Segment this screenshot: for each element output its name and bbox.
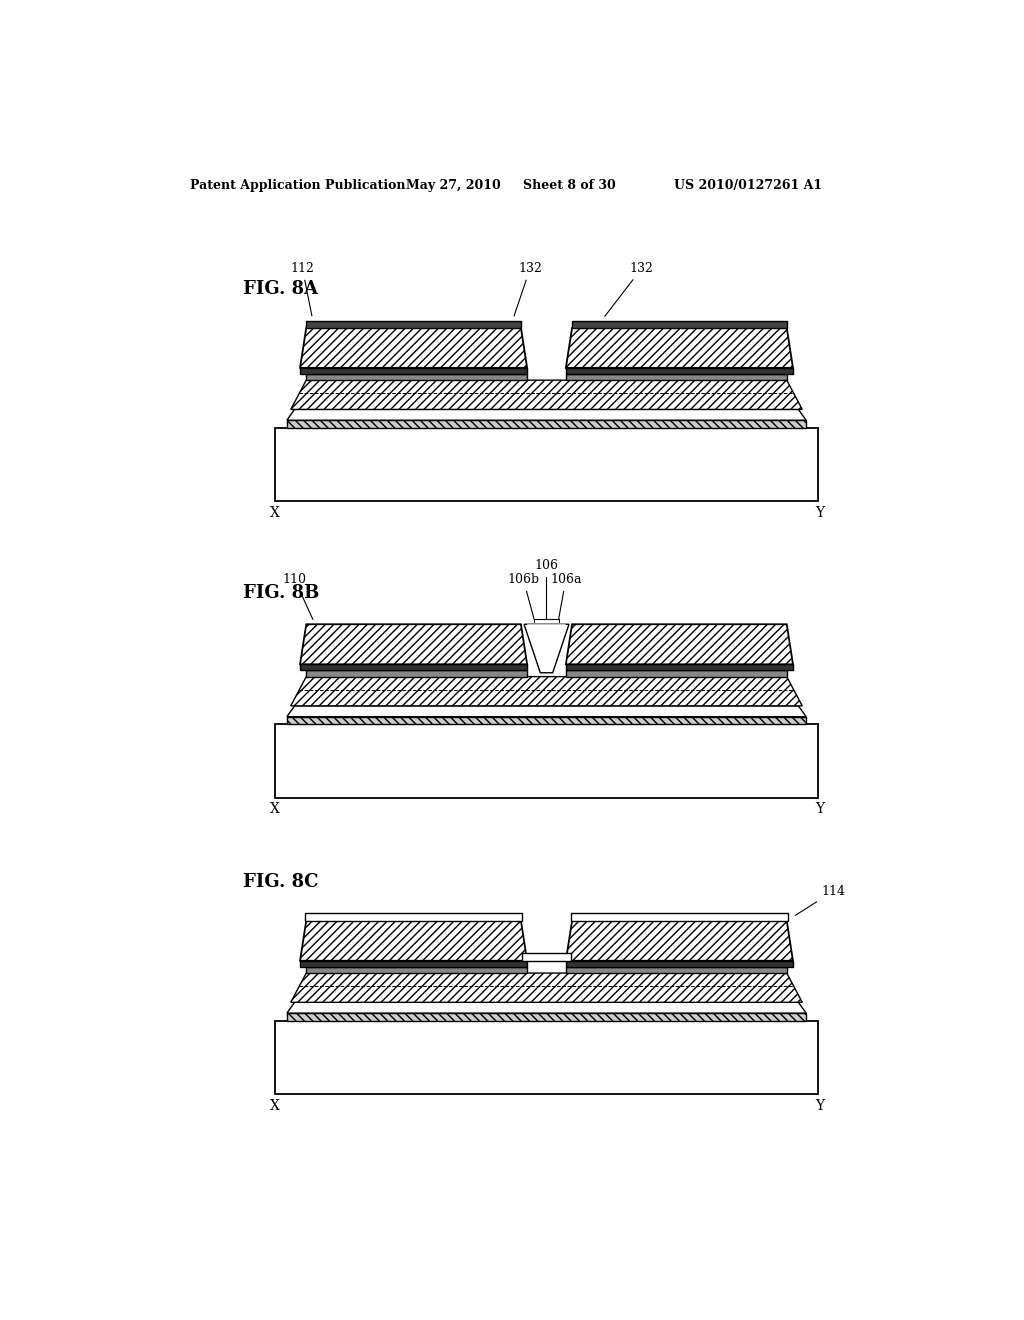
Polygon shape bbox=[300, 961, 527, 966]
Polygon shape bbox=[300, 327, 527, 368]
Polygon shape bbox=[287, 409, 806, 420]
Polygon shape bbox=[275, 725, 818, 797]
Polygon shape bbox=[524, 624, 569, 673]
Text: X: X bbox=[270, 506, 281, 520]
Text: 132: 132 bbox=[605, 261, 653, 317]
Text: 110: 110 bbox=[283, 573, 313, 619]
Polygon shape bbox=[287, 1002, 806, 1014]
Polygon shape bbox=[306, 671, 527, 677]
Text: Sheet 8 of 30: Sheet 8 of 30 bbox=[523, 178, 616, 191]
Polygon shape bbox=[566, 966, 786, 973]
Polygon shape bbox=[291, 973, 802, 1002]
Polygon shape bbox=[522, 953, 570, 961]
Text: 106: 106 bbox=[534, 558, 559, 622]
Text: FIG. 8A: FIG. 8A bbox=[243, 280, 317, 298]
Text: X: X bbox=[270, 1098, 281, 1113]
Text: 114: 114 bbox=[796, 884, 846, 915]
Text: 132: 132 bbox=[514, 261, 542, 315]
Polygon shape bbox=[566, 664, 793, 671]
Text: US 2010/0127261 A1: US 2010/0127261 A1 bbox=[674, 178, 822, 191]
Polygon shape bbox=[566, 327, 793, 368]
Polygon shape bbox=[306, 321, 521, 327]
Text: 112: 112 bbox=[291, 261, 314, 315]
Polygon shape bbox=[570, 913, 788, 921]
Polygon shape bbox=[275, 1020, 818, 1094]
Polygon shape bbox=[300, 624, 527, 664]
Polygon shape bbox=[306, 966, 527, 973]
Text: Y: Y bbox=[815, 506, 824, 520]
Polygon shape bbox=[287, 1014, 806, 1020]
Text: FIG. 8B: FIG. 8B bbox=[243, 585, 319, 602]
Text: X: X bbox=[270, 803, 281, 816]
Text: Y: Y bbox=[815, 1098, 824, 1113]
Polygon shape bbox=[572, 321, 786, 327]
Polygon shape bbox=[566, 961, 793, 966]
Polygon shape bbox=[300, 664, 527, 671]
Polygon shape bbox=[566, 624, 793, 664]
Polygon shape bbox=[566, 368, 793, 374]
Text: 106b: 106b bbox=[507, 573, 540, 619]
Polygon shape bbox=[291, 380, 802, 409]
Text: 106a: 106a bbox=[550, 573, 582, 619]
Polygon shape bbox=[300, 368, 527, 374]
Polygon shape bbox=[566, 671, 786, 677]
Polygon shape bbox=[291, 677, 802, 706]
Polygon shape bbox=[275, 428, 818, 502]
Text: Y: Y bbox=[815, 803, 824, 816]
Polygon shape bbox=[300, 921, 527, 961]
Polygon shape bbox=[306, 374, 527, 380]
Text: May 27, 2010: May 27, 2010 bbox=[407, 178, 501, 191]
Polygon shape bbox=[566, 374, 786, 380]
Polygon shape bbox=[566, 921, 793, 961]
Text: FIG. 8C: FIG. 8C bbox=[243, 874, 318, 891]
Polygon shape bbox=[527, 624, 566, 671]
Polygon shape bbox=[287, 717, 806, 725]
Polygon shape bbox=[287, 706, 806, 717]
Text: Patent Application Publication: Patent Application Publication bbox=[190, 178, 406, 191]
Polygon shape bbox=[287, 420, 806, 428]
Polygon shape bbox=[305, 913, 522, 921]
